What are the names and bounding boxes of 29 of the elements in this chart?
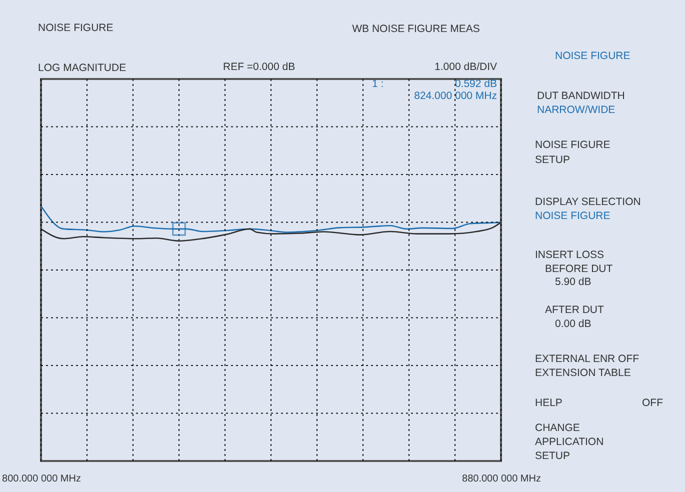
text: 5.90 dB (555, 276, 592, 288)
text: 0.592 dB (454, 78, 497, 90)
text: EXTERNAL ENR OFF (535, 353, 640, 365)
text: 824.000 000 MHz (414, 90, 497, 102)
text: NOISE FIGURE (535, 139, 610, 151)
text: CHANGE (535, 422, 580, 434)
text: NOISE FIGURE (535, 210, 610, 222)
text: NARROW/WIDE (537, 104, 616, 116)
text: SETUP (535, 154, 570, 166)
x-tick-label: 800.000 000 MHz (2, 474, 81, 484)
text: NOISE FIGURE (555, 50, 630, 62)
text: AFTER DUT (545, 304, 604, 316)
text: LOG MAGNITUDE (38, 62, 126, 74)
text: OFF (642, 397, 663, 409)
text: SETUP (535, 450, 570, 462)
text: INSERT LOSS (535, 249, 604, 261)
text: HELP (535, 397, 562, 409)
x-tick-label: 880.000 000 MHz (462, 474, 541, 484)
chart-title: NOISE FIGURE (38, 22, 114, 34)
text: EXTENSION TABLE (535, 367, 631, 379)
text: APPLICATION (535, 436, 604, 448)
chart-subtitle: WB NOISE FIGURE MEAS (352, 23, 480, 35)
text: 0.00 dB (555, 318, 592, 330)
text: BEFORE DUT (545, 263, 614, 275)
text: 1.000 dB/DIV (434, 61, 497, 73)
text: DUT BANDWIDTH (537, 90, 625, 102)
text: REF =0.000 dB (223, 61, 296, 73)
text: 1 : (372, 78, 384, 90)
text: DISPLAY SELECTION (535, 196, 641, 208)
